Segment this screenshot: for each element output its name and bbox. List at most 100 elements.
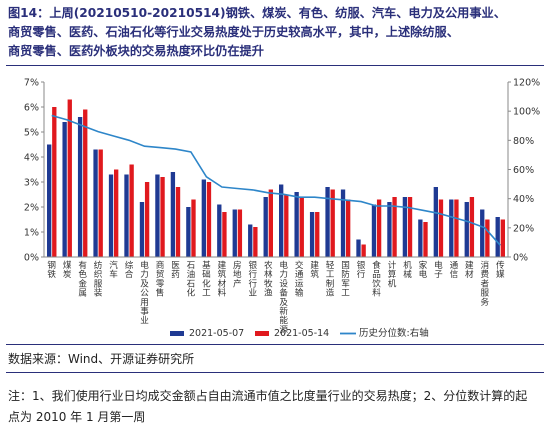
x-tick-label: 银行行业	[248, 259, 257, 299]
bar-2021-05-14	[392, 197, 397, 257]
x-tick-label: 国防军工	[341, 260, 350, 299]
x-tick-label: 电力及公用事业	[140, 259, 149, 326]
left-tick-label: 3%	[24, 178, 39, 189]
bars	[47, 99, 505, 257]
x-tick-label: 通信	[450, 260, 459, 280]
bar-2021-05-14	[52, 107, 57, 257]
x-tick-label: 食品饮料	[372, 259, 381, 299]
x-tick-label: 汽车	[109, 259, 118, 280]
bar-2021-05-07	[356, 239, 361, 257]
x-tick-label: 电力设备及新能源	[279, 259, 288, 335]
bar-2021-05-07	[108, 174, 114, 257]
percentile-line	[51, 114, 501, 246]
x-tick-label: 综合	[125, 259, 134, 280]
right-axis: 0% 20% 40% 60% 80% 100% 120%	[507, 78, 540, 264]
right-tick-label: 60%	[513, 165, 534, 176]
bar-2021-05-07	[387, 202, 392, 257]
x-tick-label: 建筑	[310, 259, 319, 280]
bar-2021-05-07	[263, 197, 268, 257]
x-tick-label: 计算机	[388, 259, 397, 289]
x-tick-label: 轻工制造	[326, 259, 335, 299]
right-tick-label: 80%	[513, 136, 534, 147]
x-tick-label: 医药	[171, 260, 180, 280]
bar-2021-05-07	[201, 179, 206, 257]
x-tick-label: 农林牧渔	[264, 259, 273, 299]
legend-swatch	[170, 331, 184, 336]
footnote-line-1: 注：1、我们使用行业日均成交金额占自由流通市值之比度量行业的交易热度；2、分位数…	[8, 389, 528, 403]
x-tick-label: 建材	[465, 259, 474, 280]
bar-2021-05-07	[139, 202, 145, 257]
left-axis: 0% 1% 2% 3% 4% 5% 6% 7%	[24, 78, 45, 264]
bar-2021-05-07	[294, 192, 299, 257]
bar-2021-05-14	[330, 189, 335, 257]
bar-2021-05-14	[83, 109, 88, 257]
bar-2021-05-07	[217, 204, 222, 257]
bar-2021-05-07	[232, 209, 237, 257]
x-tick-label: 传媒	[496, 259, 505, 280]
bar-2021-05-14	[500, 219, 505, 257]
title-line-3: 商贸零售、医药外板块的交易热度环比仍在提升	[8, 44, 264, 58]
right-tick-label: 40%	[513, 194, 534, 205]
bar-2021-05-07	[340, 189, 346, 257]
bar-2021-05-07	[418, 219, 423, 257]
source-divider	[6, 372, 544, 373]
x-tick-label: 机械	[403, 259, 412, 280]
left-tick-label: 7%	[24, 78, 39, 89]
bar-2021-05-07	[480, 209, 485, 257]
percentile-line-group	[51, 114, 501, 246]
legend-label: 2021-05-07	[189, 328, 244, 339]
bar-2021-05-14	[237, 209, 243, 257]
x-tick-label: 纺织服装	[94, 259, 103, 299]
bar-2021-05-07	[170, 172, 176, 257]
bar-2021-05-14	[315, 212, 320, 257]
x-tick-label: 消费者服务	[480, 259, 489, 308]
bar-2021-05-07	[433, 187, 438, 257]
bar-2021-05-14	[454, 199, 459, 257]
x-tick-label: 石油石化	[187, 261, 196, 299]
bar-2021-05-07	[124, 174, 129, 257]
bar-2021-05-14	[206, 182, 212, 257]
bar-2021-05-14	[407, 197, 413, 257]
legend: 2021-05-07 2021-05-14 历史分位数:右轴	[170, 327, 429, 339]
title-line-1: 图14：上周(20210510-20210514)钢铁、煤炭、有色、纺服、汽车、…	[8, 6, 506, 20]
right-tick-label: 120%	[513, 78, 540, 89]
bar-2021-05-07	[248, 224, 253, 257]
left-tick-label: 5%	[24, 128, 39, 139]
bar-2021-05-14	[191, 199, 196, 257]
bar-2021-05-14	[160, 177, 165, 257]
bar-2021-05-07	[402, 197, 408, 257]
left-tick-label: 1%	[24, 228, 39, 239]
bar-2021-05-14	[222, 212, 227, 257]
bar-2021-05-14	[469, 197, 475, 257]
x-tick-label: 基础化工	[202, 259, 211, 299]
x-tick-label: 建筑材料	[218, 259, 227, 299]
chart: 0%1%2%3%4%5%6%7% 0%20%40%60%80%100%120% …	[24, 78, 540, 340]
left-tick-label: 0%	[24, 253, 39, 264]
bar-2021-05-14	[361, 244, 366, 257]
bar-2021-05-07	[464, 202, 469, 257]
legend-swatch	[255, 331, 269, 336]
bar-2021-05-14	[129, 164, 134, 257]
right-tick-label: 20%	[513, 223, 534, 234]
x-tick-label: 商贸零售	[156, 259, 165, 299]
bar-2021-05-07	[47, 144, 52, 257]
bar-2021-05-14	[268, 189, 273, 257]
bar-2021-05-14	[376, 199, 382, 257]
bar-2021-05-14	[175, 187, 181, 257]
bar-2021-05-07	[495, 217, 500, 257]
bar-2021-05-07	[155, 174, 160, 257]
x-tick-label: 银行	[357, 259, 366, 280]
legend-item-2021-05-07: 2021-05-07	[170, 328, 244, 339]
bar-2021-05-14	[114, 169, 119, 257]
legend-item-2021-05-14: 2021-05-14	[255, 328, 329, 339]
right-tick-label: 100%	[513, 107, 540, 118]
bar-2021-05-07	[279, 184, 284, 257]
x-tick-label: 有色金属	[78, 259, 87, 299]
bar-2021-05-14	[253, 227, 258, 257]
x-tick-label: 电子	[434, 259, 443, 280]
bar-2021-05-14	[284, 194, 289, 257]
bar-2021-05-14	[485, 219, 490, 257]
bar-2021-05-07	[186, 207, 191, 257]
bar-2021-05-14	[438, 199, 444, 257]
bar-2021-05-07	[62, 122, 67, 257]
